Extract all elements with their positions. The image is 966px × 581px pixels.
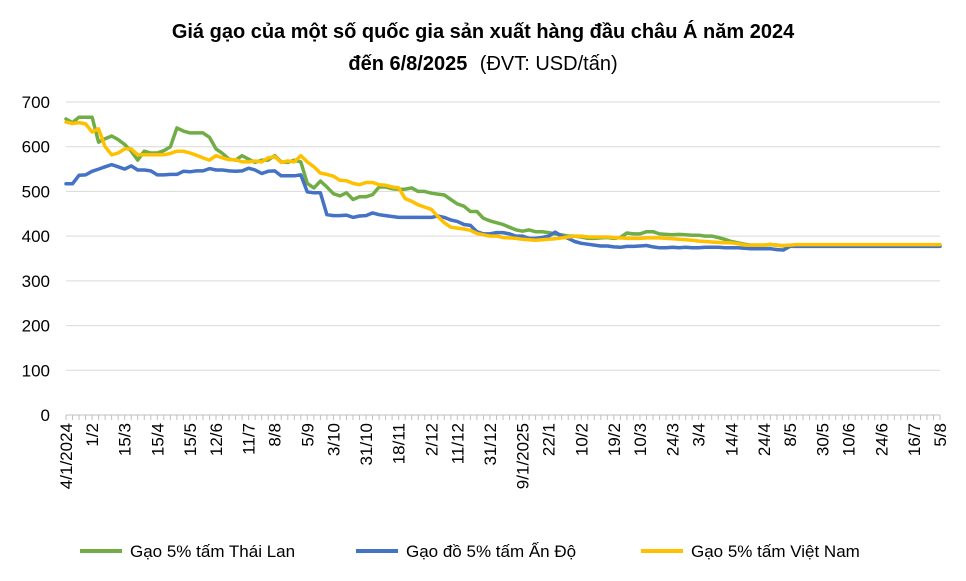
legend-label-3: Gạo 5% tấm Việt Nam: [691, 542, 860, 561]
legend-label-1: Gạo 5% tấm Thái Lan: [130, 542, 295, 561]
x-tick-label: 10/3: [631, 423, 650, 456]
y-tick-label: 300: [22, 272, 50, 291]
y-tick-label: 100: [22, 361, 50, 380]
x-tick-label: 18/11: [390, 423, 409, 464]
x-tick-label: 2/12: [422, 423, 441, 456]
x-tick-label: 31/12: [481, 423, 500, 466]
x-tick-label: 8/5: [781, 423, 800, 447]
x-tick-label: 15/4: [148, 423, 167, 456]
y-axis-ticks: 0 100 200 300 400 500 600 700: [22, 93, 50, 425]
series-line-1: [64, 115, 942, 248]
chart-title-date: đến 6/8/2025: [348, 53, 467, 75]
y-tick-label: 0: [41, 406, 50, 425]
chart-title-line2: đến 6/8/2025 (ĐVT: USD/tấn): [348, 53, 617, 75]
x-tick-label: 24/3: [664, 423, 683, 456]
series-line-3: [64, 120, 942, 248]
series-lines: [64, 115, 942, 252]
x-tick-label: 1/2: [83, 423, 102, 447]
x-axis: 4/1/2024 1/2 15/3 15/4 15/5 12/6 11/7 8/8 5/9 3/1…: [57, 414, 950, 489]
x-tick-label: 9/1/2025: [514, 423, 533, 489]
y-tick-label: 400: [22, 227, 50, 246]
legend: Gạo 5% tấm Thái Lan Gạo đồ 5% tấm Ấn Độ Gạ…: [80, 542, 860, 561]
x-tick-label: 24/4: [755, 423, 774, 456]
chart-title-line1: Giá gạo của một số quốc gia sản xuất hàn…: [172, 20, 795, 43]
x-tick-label: 10/6: [840, 423, 859, 456]
y-tick-label: 200: [22, 317, 50, 336]
y-tick-label: 500: [22, 182, 50, 201]
y-tick-label: 600: [22, 138, 50, 157]
x-tick-label: 24/6: [872, 423, 891, 456]
x-tick-label: 10/2: [572, 423, 591, 456]
x-tick-label: 11/7: [240, 423, 259, 455]
x-tick-label: 30/5: [814, 423, 833, 456]
x-tick-label: 5/9: [298, 423, 317, 447]
x-tick-label: 11/12: [448, 423, 467, 464]
x-tick-label: 4/1/2024: [57, 423, 76, 489]
chart-unit-label: (ĐVT: USD/tấn): [480, 53, 618, 75]
x-tick-label: 14/4: [722, 423, 741, 456]
x-tick-label: 16/7: [905, 423, 924, 456]
y-tick-label: 700: [22, 93, 50, 112]
gridlines: [66, 101, 940, 371]
x-tick-label: 19/2: [605, 423, 624, 456]
legend-label-2: Gạo đồ 5% tấm Ấn Độ: [406, 542, 576, 561]
x-tick-label: 3/10: [324, 423, 343, 456]
x-tick-label: 12/6: [207, 423, 226, 456]
x-tick-label: 31/10: [357, 423, 376, 466]
x-tick-label: 15/5: [181, 423, 200, 456]
x-tick-label: 3/4: [690, 423, 709, 447]
series-line-2: [64, 162, 942, 252]
x-tick-label: 22/1: [540, 423, 559, 456]
x-tick-label: 5/8: [931, 423, 950, 447]
x-tick-label: 8/8: [266, 423, 285, 447]
x-tick-label: 15/3: [116, 423, 135, 456]
